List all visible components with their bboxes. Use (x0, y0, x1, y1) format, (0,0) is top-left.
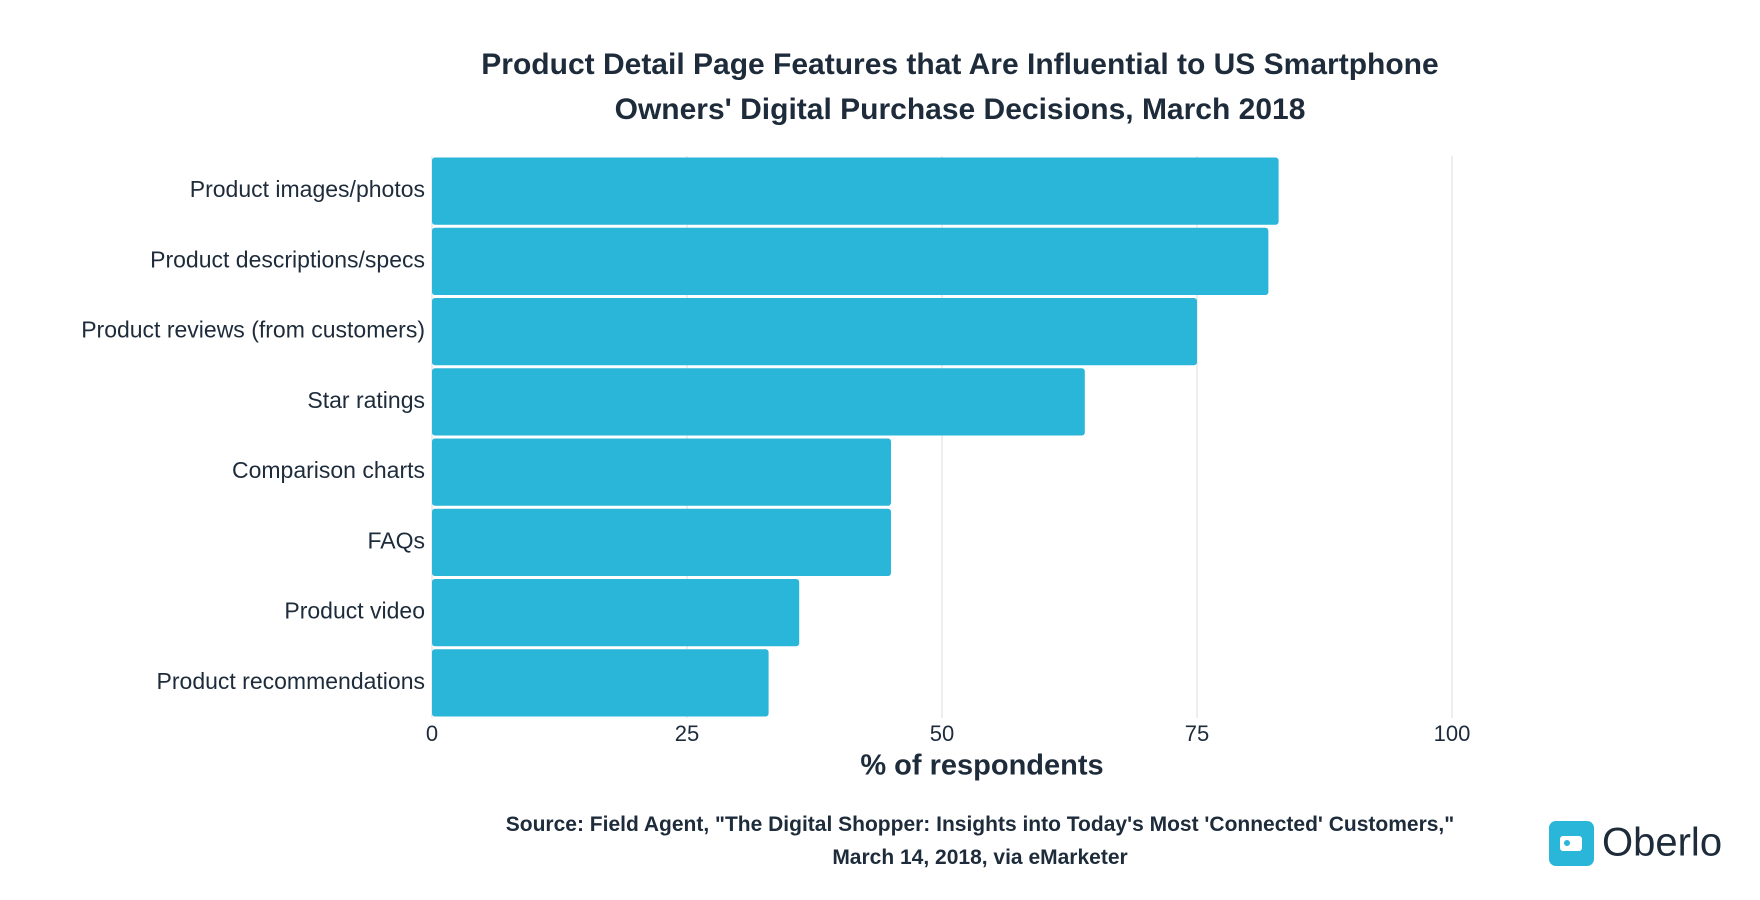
y-tick-label: Product reviews (from customers) (81, 317, 425, 343)
chart-title: Product Detail Page Features that Are In… (481, 48, 1439, 126)
bar (432, 368, 1085, 436)
y-tick-label: Product images/photos (190, 176, 425, 202)
y-tick-label: Star ratings (307, 387, 425, 413)
y-tick-label: Product descriptions/specs (150, 246, 425, 272)
x-tick-label: 50 (930, 721, 954, 746)
x-axis-label: % of respondents (860, 750, 1103, 782)
brand-name: Oberlo (1602, 821, 1722, 865)
x-tick-label: 0 (426, 721, 438, 746)
bar (432, 649, 769, 717)
x-tick-label: 75 (1185, 721, 1209, 746)
y-tick-label: Product recommendations (157, 668, 425, 694)
bar (432, 227, 1269, 295)
bar (432, 508, 891, 576)
brand-icon-tag (1560, 836, 1582, 851)
bar (432, 157, 1279, 225)
y-tick-label: Comparison charts (232, 457, 425, 483)
source-note: Source: Field Agent, "The Digital Shoppe… (505, 813, 1455, 869)
x-tick-label: 25 (675, 721, 699, 746)
bar (432, 579, 800, 647)
bar (432, 438, 891, 506)
bar (432, 298, 1197, 366)
y-tick-label: FAQs (367, 527, 425, 553)
brand-icon-dot (1564, 840, 1570, 846)
y-tick-label: Product video (284, 598, 425, 624)
x-tick-label: 100 (1434, 721, 1471, 746)
